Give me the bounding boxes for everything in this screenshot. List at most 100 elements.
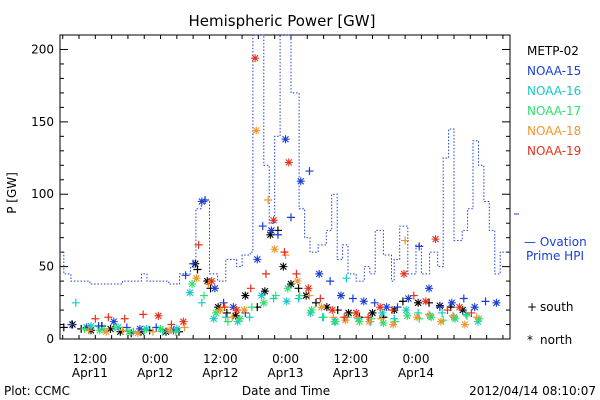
north-marker [447,298,456,307]
south-marker [461,310,470,319]
north-marker [296,177,305,186]
y-tick-label: 100 [31,187,54,201]
north-marker [341,316,350,325]
north-marker [431,235,440,244]
north-marker [231,311,240,320]
south-marker [181,271,190,280]
north-marker [378,308,387,317]
north-marker [185,288,194,297]
south-marker [340,313,349,322]
south-marker [59,323,68,332]
north-marker [269,216,278,225]
legend-north-label: north [540,333,572,347]
x-tick-time-label: 0:00 [272,352,299,366]
south-marker [472,313,481,322]
north-marker [286,279,295,288]
north-marker [260,287,269,296]
north-marker [427,313,436,322]
south-marker [171,327,180,336]
north-marker [376,303,385,312]
south-marker [118,326,127,335]
south-marker [273,230,282,239]
ovation-legend-line2: Prime HPI [526,249,584,263]
north-marker [197,197,206,206]
south-marker [459,294,468,303]
south-marker [401,236,410,245]
south-marker [286,213,295,222]
south-marker [271,291,280,300]
north-marker [156,324,165,333]
south-marker [467,308,476,317]
north-marker [267,226,276,235]
south-marker [443,306,452,315]
y-tick-label: 0 [46,332,54,346]
north-marker [109,317,118,326]
north-marker [207,277,216,286]
north-marker [102,327,111,336]
legend-south-marker: + [527,300,537,314]
x-tick-time-label: 12:00 [73,352,108,366]
south-marker [247,303,256,312]
plot-frame [59,34,511,340]
south-marker [167,320,176,329]
south-marker [329,313,338,322]
x-tick-time-label: 12:00 [333,352,368,366]
north-marker [403,311,412,320]
south-marker [463,311,472,320]
north-marker [492,298,501,307]
north-marker [336,291,345,300]
north-marker [331,317,340,326]
north-marker [192,274,201,283]
legend-series-label: METP-02 [527,44,579,58]
x-axis-label: Date and Time [242,384,330,398]
north-marker [232,306,241,315]
legend-series-label: NOAA-17 [527,104,581,118]
south-marker [180,323,189,332]
south-marker [435,303,444,312]
north-marker [315,269,324,278]
south-marker [425,298,434,307]
legend-series-label: NOAA-18 [527,124,581,138]
south-marker [139,310,148,319]
south-marker [140,326,149,335]
north-marker [95,326,104,335]
south-marker [319,313,328,322]
north-marker [172,324,181,333]
north-marker [304,284,313,293]
north-marker [283,284,292,293]
north-marker [355,317,364,326]
south-marker [388,306,397,315]
south-marker [246,284,255,293]
south-marker [71,298,80,307]
legend-south-label: south [540,300,574,314]
north-marker [414,298,423,307]
south-marker [305,291,314,300]
x-tick-time-label: 12:00 [203,352,238,366]
south-marker [295,291,304,300]
north-marker [382,303,391,312]
x-tick-date-label: Apr13 [333,366,369,380]
x-tick-time-label: 0:00 [142,352,169,366]
north-marker [470,303,479,312]
north-marker [165,326,174,335]
south-marker [342,274,351,283]
south-marker [120,314,129,323]
north-marker [257,291,266,300]
north-marker [203,277,212,286]
north-marker [279,262,288,271]
north-marker [106,324,115,333]
north-marker [154,311,163,320]
north-marker [322,303,331,312]
south-marker [438,308,447,317]
chart-title: Hemispheric Power [GW] [189,12,376,30]
south-marker [409,291,418,300]
north-marker [270,245,279,254]
north-marker [136,327,145,336]
north-marker [354,314,363,323]
x-tick-date-label: Apr12 [137,366,173,380]
south-marker [305,167,314,176]
north-marker [135,324,144,333]
north-marker [379,319,388,328]
south-marker [292,269,301,278]
